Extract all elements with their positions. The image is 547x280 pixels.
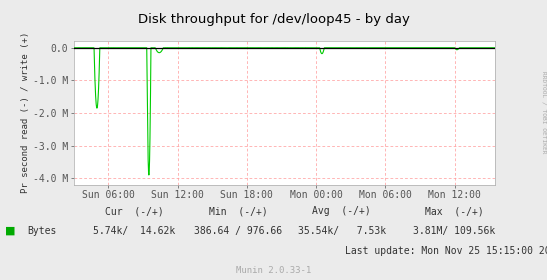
- Text: RRDTOOL / TOBI OETIKER: RRDTOOL / TOBI OETIKER: [541, 71, 546, 153]
- Text: Bytes: Bytes: [27, 226, 57, 236]
- Text: Avg  (-/+): Avg (-/+): [312, 206, 371, 216]
- Text: Cur  (-/+): Cur (-/+): [104, 206, 164, 216]
- Text: ■: ■: [5, 226, 16, 236]
- Y-axis label: Pr second read (-) / write (+): Pr second read (-) / write (+): [21, 32, 30, 193]
- Text: Munin 2.0.33-1: Munin 2.0.33-1: [236, 266, 311, 275]
- Text: Min  (-/+): Min (-/+): [208, 206, 267, 216]
- Text: Disk throughput for /dev/loop45 - by day: Disk throughput for /dev/loop45 - by day: [137, 13, 410, 25]
- Text: Max  (-/+): Max (-/+): [424, 206, 484, 216]
- Text: 386.64 / 976.66: 386.64 / 976.66: [194, 226, 282, 236]
- Text: 35.54k/   7.53k: 35.54k/ 7.53k: [298, 226, 386, 236]
- Text: 3.81M/ 109.56k: 3.81M/ 109.56k: [413, 226, 495, 236]
- Text: Last update: Mon Nov 25 15:15:00 2024: Last update: Mon Nov 25 15:15:00 2024: [345, 246, 547, 256]
- Text: 5.74k/  14.62k: 5.74k/ 14.62k: [93, 226, 175, 236]
